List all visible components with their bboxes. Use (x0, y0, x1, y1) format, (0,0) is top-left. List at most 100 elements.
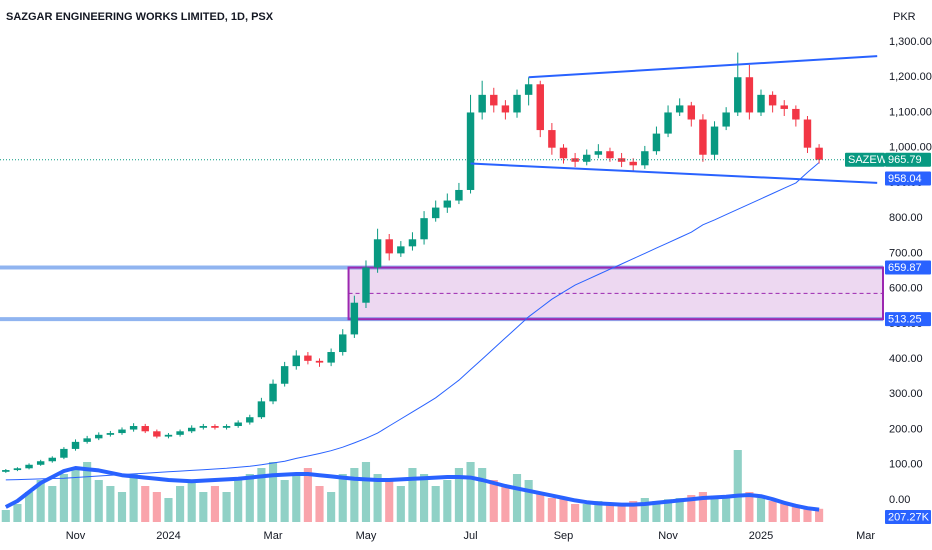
volume-bar (512, 474, 522, 522)
candle-body (722, 112, 730, 127)
volume-bar (431, 486, 440, 522)
volume-bar (745, 492, 754, 522)
volume-bar (722, 495, 731, 522)
y-tick-label: 200.00 (889, 423, 923, 435)
volume-bar (13, 504, 22, 522)
candle-body (187, 427, 196, 432)
candle-body (641, 151, 649, 166)
ma-badge: 958.04 (888, 173, 922, 185)
volume-bar (582, 504, 591, 522)
zone-bottom-badge: 513.25 (888, 314, 922, 326)
volume-bar (199, 492, 208, 522)
x-tick-label: Mar (856, 530, 875, 542)
volume-bar (187, 480, 196, 522)
candle-body (699, 119, 707, 155)
volume-bar (768, 501, 777, 522)
candle-body (315, 360, 324, 363)
volume-bar (106, 486, 115, 522)
volume-bar (478, 468, 487, 522)
candle-body (60, 448, 68, 458)
volume-bar (629, 501, 638, 522)
volume-bar (303, 468, 312, 522)
candle-body (571, 158, 579, 162)
volume-bar (222, 492, 231, 522)
volume-bar (710, 498, 719, 522)
x-tick-label: Jul (464, 530, 478, 542)
candle-body (815, 147, 823, 160)
candle-body (675, 105, 684, 113)
candle-body (211, 426, 219, 428)
y-tick-label: 100.00 (889, 459, 923, 471)
volume-bar (59, 474, 68, 522)
candle-body (443, 200, 452, 208)
candle-body (234, 422, 242, 427)
volume-bar (315, 486, 324, 522)
candle-body (118, 429, 126, 434)
candle-body (559, 147, 568, 159)
volume-average (4, 466, 820, 512)
symbol-badge-bg (845, 152, 885, 167)
candle-body (768, 94, 777, 106)
candle-body (490, 94, 498, 106)
volume-bar (466, 462, 475, 522)
x-tick-label: 2025 (749, 530, 773, 542)
volume-badge-bg (885, 510, 931, 524)
volume-bar (373, 474, 382, 522)
candle-body (734, 77, 742, 113)
candle-body (501, 105, 510, 113)
volume-bar (245, 474, 254, 522)
volume-bar (361, 462, 371, 522)
candle-body (176, 431, 184, 435)
candle-body (269, 383, 277, 402)
x-tick-label: Mar (264, 530, 283, 542)
candle-body (257, 401, 266, 418)
volume-bar (94, 480, 103, 522)
zone-top-badge: 659.87 (888, 262, 922, 274)
candle-body (373, 239, 382, 268)
candle-body (757, 94, 765, 113)
candle-body (280, 366, 289, 384)
volume-bar (571, 504, 580, 522)
candle-body (327, 352, 335, 363)
volume-bar (176, 486, 185, 522)
volume-bar (815, 508, 824, 522)
volume-bar (210, 486, 220, 522)
volume-bar (36, 480, 45, 522)
volume-bar (803, 507, 812, 522)
volume-bar (83, 462, 92, 522)
candle-body (652, 133, 661, 152)
candle-body (83, 438, 91, 442)
y-tick-label: 1,000.00 (889, 142, 932, 154)
volume-bar (594, 501, 603, 522)
y-tick-label: 1,100.00 (889, 106, 932, 118)
candle-body (106, 433, 115, 435)
candle-body (583, 154, 591, 162)
volume-bar (780, 504, 789, 522)
trend-line (528, 55, 878, 79)
candle-body (513, 94, 521, 113)
x-tick-label: 2024 (156, 530, 180, 542)
candle-body (536, 84, 544, 131)
candle-body (339, 334, 347, 353)
y-tick-label: 400.00 (889, 353, 923, 365)
candle-body (687, 105, 696, 120)
candle-body (803, 119, 812, 148)
candle-body (246, 417, 254, 423)
candle-body (153, 431, 161, 437)
currency: PKR (893, 11, 916, 23)
volume-bar (350, 468, 359, 522)
volume-bar (756, 498, 766, 522)
candle-body (25, 464, 33, 469)
volume-bar (396, 486, 405, 522)
volume-bar (164, 498, 173, 522)
candle-body (350, 302, 359, 335)
candle-body (478, 94, 486, 113)
volume-bar (1, 510, 10, 522)
volume-bar (24, 492, 34, 522)
y-tick-label: 1,200.00 (889, 71, 932, 83)
volume-bar (675, 498, 684, 522)
volume-bar (152, 492, 161, 522)
chart-title: SAZGAR ENGINEERING WORKS LIMITED, 1D, PS… (6, 11, 274, 23)
